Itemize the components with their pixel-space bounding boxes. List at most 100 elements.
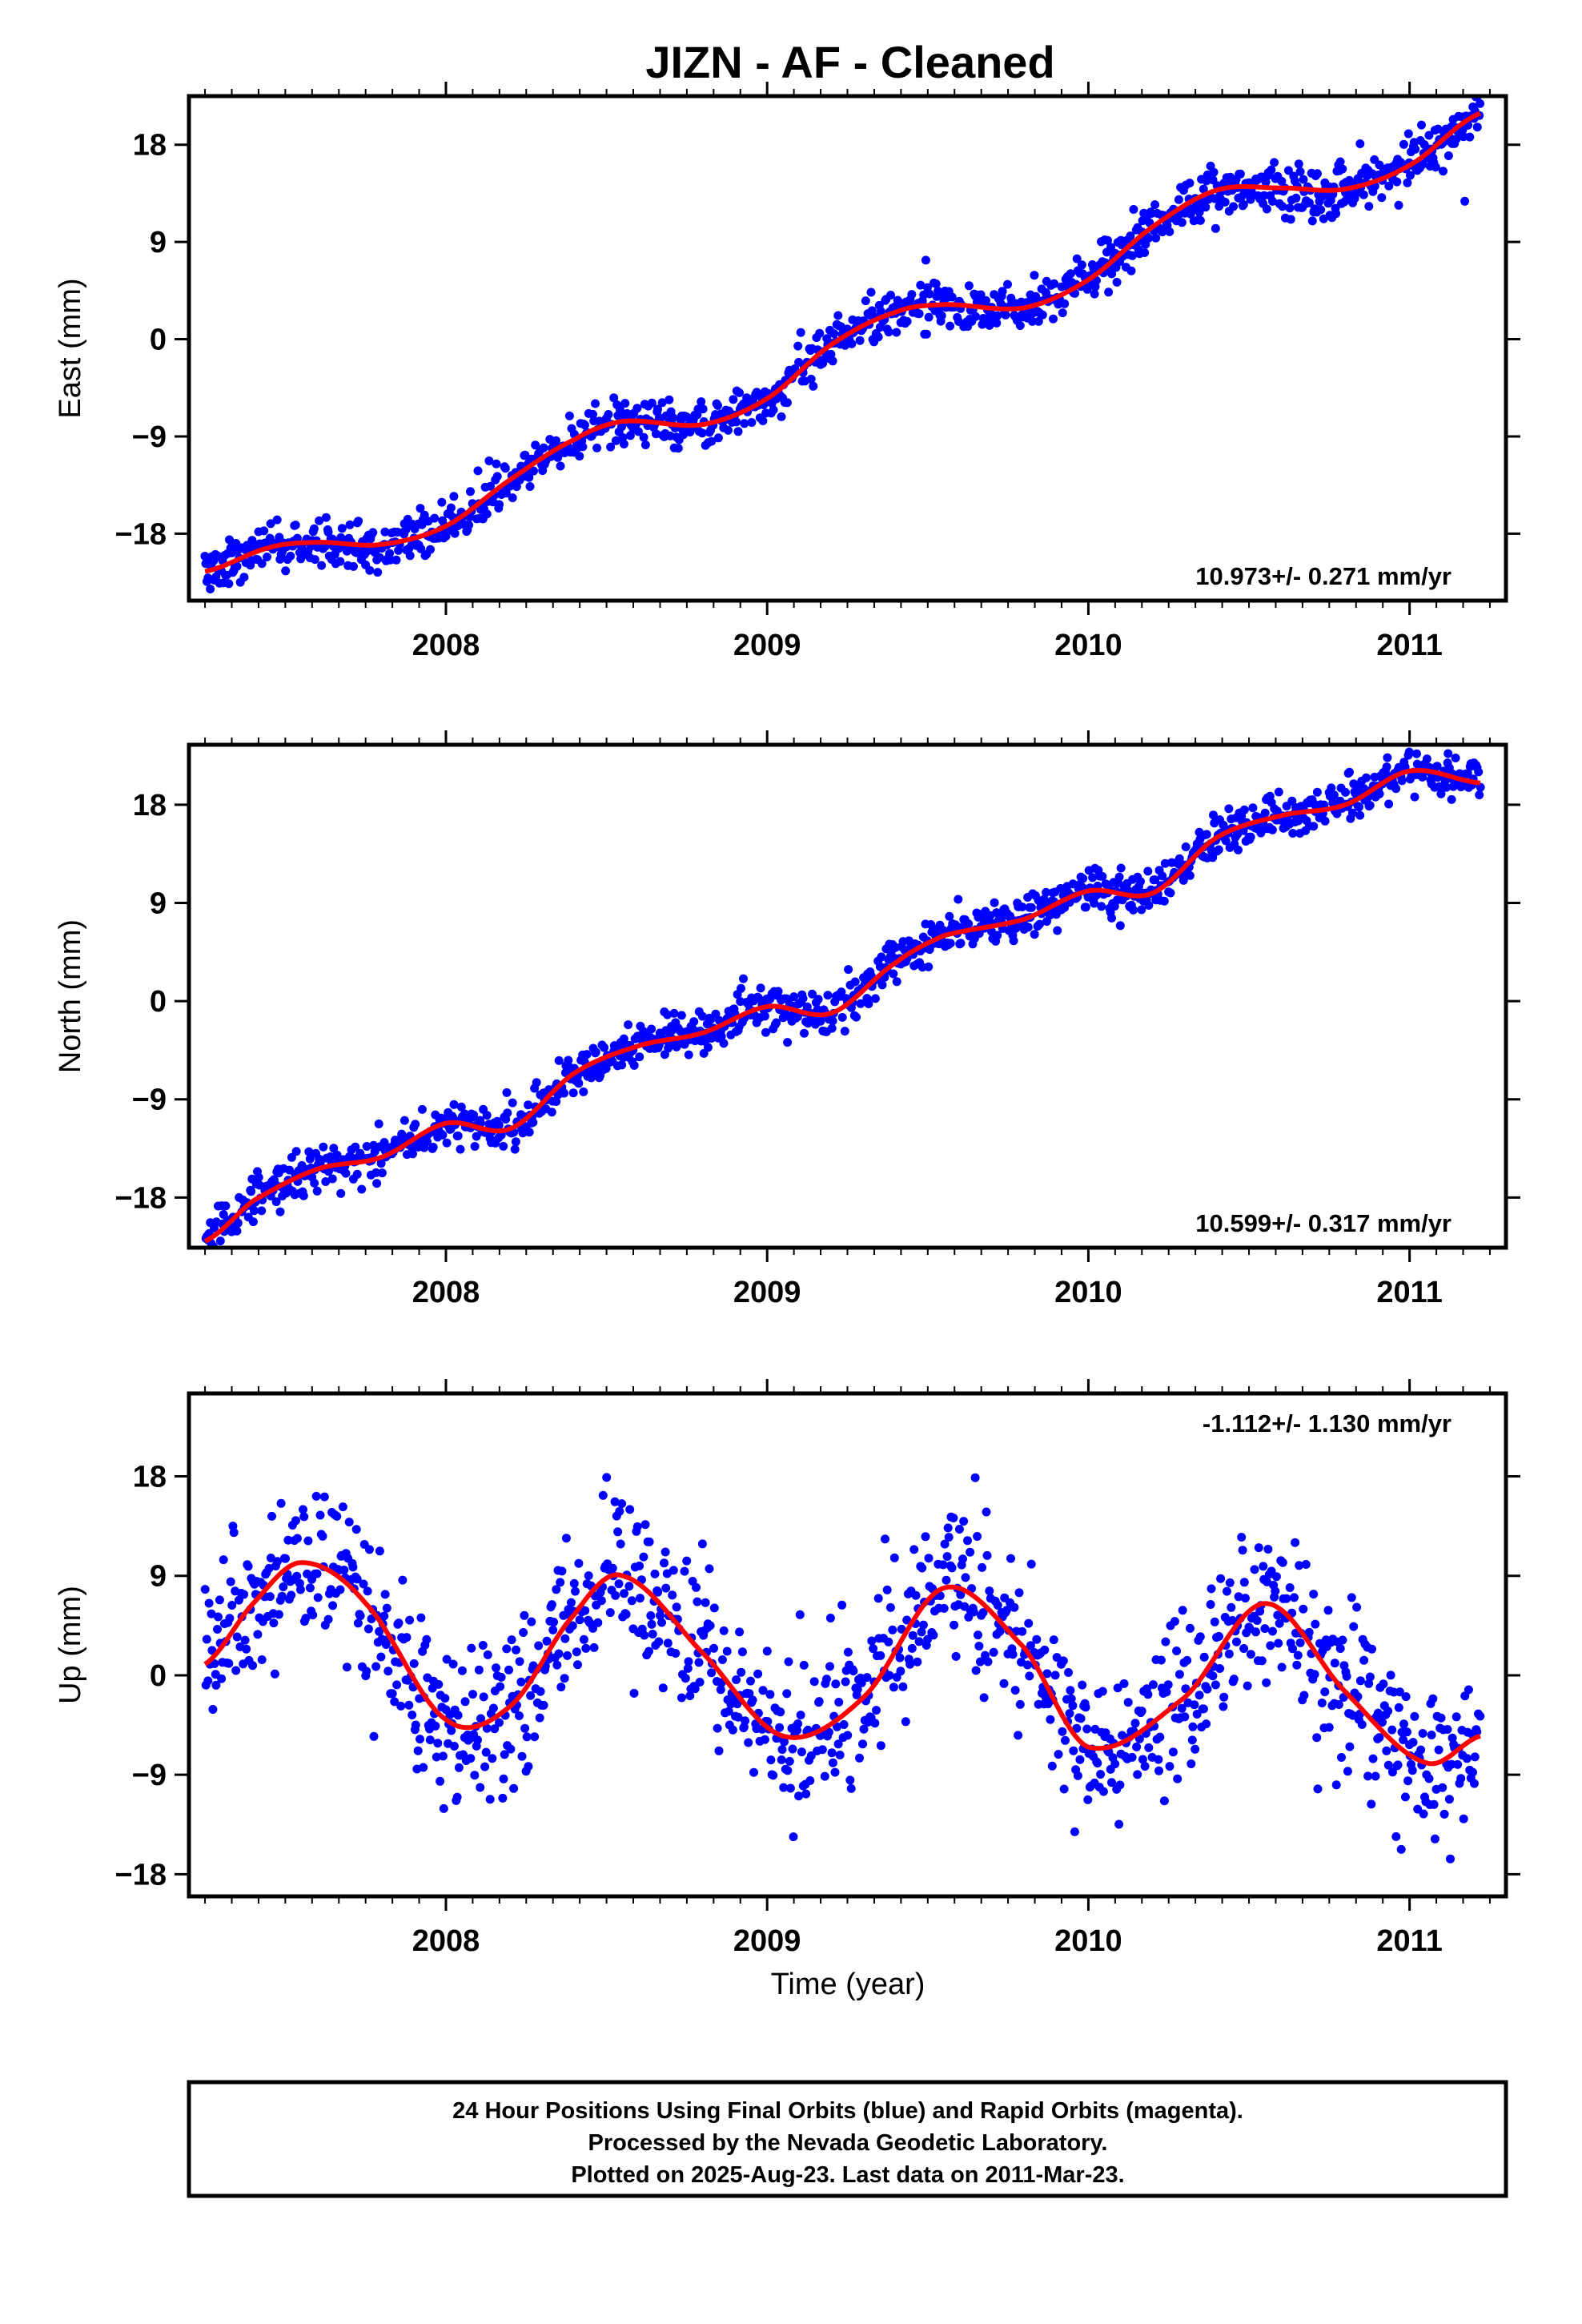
data-point: [1395, 1687, 1404, 1697]
data-point: [1018, 1626, 1027, 1636]
data-point: [466, 1754, 476, 1763]
data-point: [1210, 1617, 1219, 1626]
data-point: [717, 1031, 726, 1041]
data-point: [855, 336, 865, 345]
data-point: [1214, 845, 1223, 854]
data-point: [1069, 1746, 1078, 1755]
data-point: [1313, 169, 1322, 179]
data-point: [876, 307, 885, 316]
data-point: [921, 329, 931, 339]
data-point: [820, 1771, 829, 1781]
data-point: [788, 1744, 797, 1754]
data-point: [547, 1600, 556, 1610]
data-point: [335, 1585, 345, 1594]
data-point: [1433, 124, 1443, 134]
data-point: [1178, 875, 1188, 885]
data-point: [1365, 801, 1375, 810]
data-point: [305, 1154, 315, 1164]
data-point: [416, 1613, 426, 1622]
data-point: [1243, 1681, 1252, 1691]
data-point: [1291, 1538, 1300, 1547]
east-y-tick-label: 9: [150, 226, 167, 259]
data-point: [1058, 308, 1067, 318]
data-point: [488, 1703, 498, 1713]
data-point: [985, 320, 994, 330]
data-point: [1127, 251, 1137, 260]
data-point: [650, 1569, 660, 1578]
data-point: [782, 398, 792, 408]
data-point: [625, 1505, 635, 1514]
data-point: [1283, 166, 1293, 175]
data-point: [1070, 1827, 1079, 1836]
data-point: [794, 1791, 804, 1801]
data-point: [490, 1724, 500, 1734]
data-point: [1174, 1670, 1184, 1679]
data-point: [313, 1593, 323, 1602]
data-point: [349, 561, 358, 571]
data-point: [336, 1188, 346, 1198]
data-point: [1127, 1752, 1137, 1762]
data-point: [1066, 269, 1075, 279]
data-point: [644, 1647, 653, 1656]
data-point: [321, 513, 331, 522]
data-point: [509, 1783, 519, 1793]
data-point: [507, 1635, 516, 1645]
data-point: [1429, 1799, 1439, 1809]
data-point: [1098, 1787, 1108, 1796]
data-point: [1030, 271, 1039, 280]
data-point: [1341, 787, 1350, 797]
data-point: [864, 999, 873, 1008]
data-point: [1234, 1592, 1243, 1602]
data-point: [1383, 1707, 1393, 1716]
data-point: [1304, 1627, 1314, 1637]
data-point: [677, 1693, 686, 1703]
data-point: [1320, 1687, 1330, 1697]
data-point: [877, 952, 886, 962]
data-point: [277, 1591, 287, 1601]
data-point: [202, 1634, 211, 1644]
data-point: [1290, 1593, 1299, 1602]
data-point: [911, 1590, 921, 1600]
data-point: [567, 1598, 576, 1607]
data-point: [1424, 131, 1434, 140]
data-point: [249, 1206, 259, 1216]
data-point: [1343, 1767, 1352, 1776]
data-point: [1053, 926, 1062, 935]
data-point: [697, 428, 707, 438]
data-point: [319, 1492, 329, 1502]
data-point: [286, 551, 295, 561]
data-point: [1211, 1680, 1220, 1690]
data-point: [722, 1647, 732, 1656]
data-point: [741, 1716, 750, 1726]
data-point: [983, 1657, 993, 1667]
data-point: [229, 1528, 239, 1538]
data-point: [1022, 1660, 1032, 1670]
east-panel: 2008 2009 2010 2011 −18 −9 0 9 18 East (mm) 10.973…: [54, 82, 1520, 662]
data-point: [800, 1028, 809, 1038]
data-point: [620, 399, 630, 408]
data-point: [1397, 776, 1407, 786]
data-point: [564, 411, 574, 420]
data-point: [917, 1563, 927, 1573]
data-point: [368, 528, 378, 537]
data-point: [963, 1536, 972, 1546]
data-point: [889, 969, 898, 979]
data-point: [311, 1491, 321, 1501]
data-point: [276, 1498, 286, 1508]
data-point: [272, 515, 282, 525]
data-point: [479, 1692, 488, 1702]
data-point: [253, 1630, 263, 1639]
data-point: [1229, 202, 1239, 211]
data-point: [974, 1642, 984, 1651]
data-point: [749, 1767, 758, 1777]
data-point: [419, 1763, 428, 1772]
data-point: [248, 1661, 257, 1671]
data-point: [1355, 810, 1365, 820]
data-point: [776, 1707, 785, 1717]
data-point: [1246, 832, 1255, 842]
data-point: [795, 1610, 805, 1619]
data-point: [1260, 1624, 1270, 1634]
data-point: [1076, 1714, 1086, 1723]
data-point: [1042, 1669, 1052, 1679]
data-point: [1362, 1898, 1371, 1907]
